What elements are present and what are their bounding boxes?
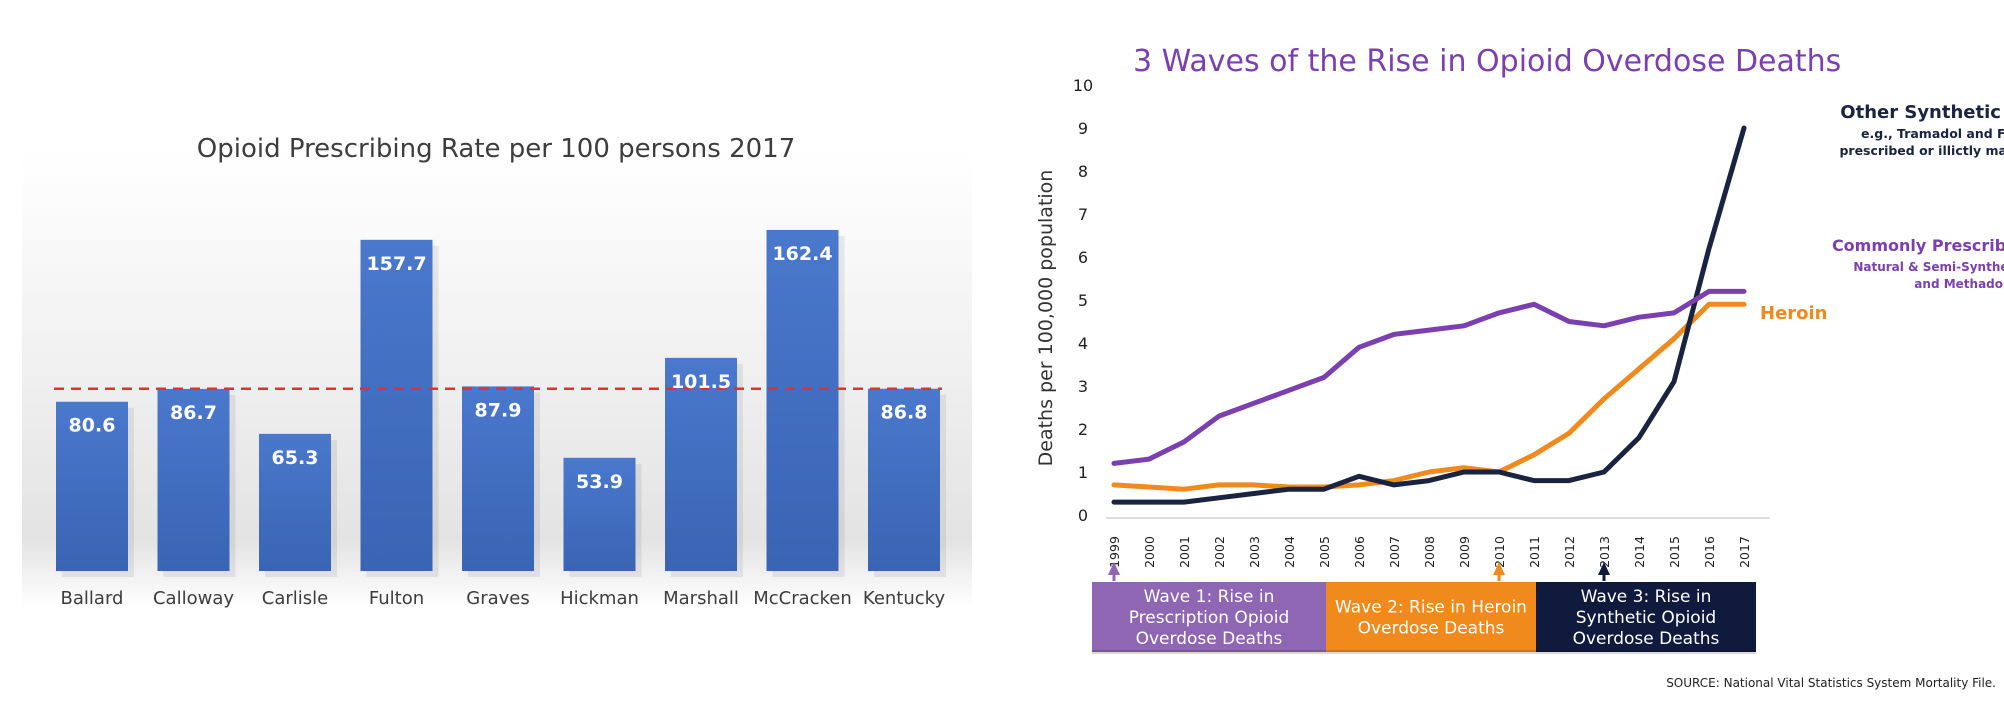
- x-tick-label: 2006: [1352, 536, 1367, 568]
- category-label: Fulton: [369, 588, 424, 609]
- category-label: McCracken: [753, 588, 852, 609]
- wave-box-1: [1092, 582, 1326, 652]
- x-tick-label: 2004: [1282, 536, 1297, 568]
- bar-value-label: 162.4: [772, 243, 832, 265]
- legend-commonly-prescribed: Commonly Prescribed Opioids Natural & Se…: [1832, 236, 2004, 291]
- wave-boxes: Wave 1: Rise in Prescription Opioid Overdo…: [1092, 562, 1756, 654]
- bar-value-label: 86.7: [170, 402, 217, 424]
- bar-calloway: [157, 388, 230, 571]
- category-label: Kentucky: [863, 588, 946, 609]
- category-label: Carlisle: [262, 588, 328, 609]
- source-note: SOURCE: National Vital Statistics System…: [1666, 676, 1996, 690]
- wave-marker-arrow-icon: [1493, 562, 1505, 575]
- x-tick-label: 2005: [1317, 536, 1332, 568]
- wave-box-3: [1536, 582, 1756, 652]
- x-tick-label: 2009: [1457, 536, 1472, 568]
- bar-value-label: 53.9: [576, 471, 623, 493]
- x-tick-labels: 1999 2000 2001 2002 2003 2004 2005 2006 2007 2008…: [1107, 536, 1752, 568]
- opioid-waves-chart: 3 Waves of the Rise in Opioid Overdose D…: [1035, 44, 2004, 690]
- category-label: Calloway: [153, 588, 234, 609]
- bar-value-label: 87.9: [475, 399, 522, 421]
- x-tick-label: 2012: [1562, 536, 1577, 568]
- y-tick-label: 1: [1078, 463, 1088, 482]
- wave-marker-arrow-icon: [1598, 562, 1610, 575]
- category-label: Graves: [466, 588, 529, 609]
- series-note-line2: prescribed or illictly manufactured: [1839, 143, 2004, 158]
- series-lines: [1111, 125, 1747, 505]
- y-tick-label: 10: [1073, 76, 1093, 95]
- y-tick-label: 4: [1078, 334, 1088, 353]
- chart-title: Opioid Prescribing Rate per 100 persons …: [197, 134, 795, 164]
- wave-label-1: Wave 1: Rise in Prescription Opioid Overdo…: [1129, 587, 1290, 649]
- prescribing-rate-chart: Opioid Prescribing Rate per 100 persons …: [22, 134, 972, 609]
- x-tick-label: 1999: [1107, 536, 1122, 568]
- series-line-commonly-prescribed-opioids: [1111, 288, 1747, 466]
- wave-label-3: Wave 3: Rise in Synthetic Opioid Overdose …: [1573, 587, 1720, 649]
- category-label: Hickman: [560, 588, 639, 609]
- bar-value-labels: 80.6 86.7 65.3 157.7 87.9 53.9 101.5 162.4 86.8: [69, 243, 928, 493]
- x-tick-label: 2000: [1142, 536, 1157, 568]
- x-tick-label: 2003: [1247, 536, 1262, 568]
- bar-fulton: [360, 239, 433, 571]
- y-tick-label: 6: [1078, 248, 1088, 267]
- series-name: Commonly Prescribed Opioids: [1832, 236, 2004, 255]
- wave-marker-arrow-icon: [1108, 562, 1120, 575]
- bar-carlisle: [259, 433, 331, 571]
- category-label: Marshall: [663, 588, 739, 609]
- wave-box-2: [1326, 582, 1536, 652]
- wave-box-shadow: [1092, 650, 1326, 654]
- x-tick-label: 2007: [1387, 536, 1402, 568]
- bar-value-label: 65.3: [272, 447, 319, 469]
- y-tick-label: 7: [1078, 205, 1088, 224]
- x-tick-label: 2014: [1632, 536, 1647, 568]
- y-tick-labels: 0 1 2 3 4 5 6 7 8 9 10: [1073, 76, 1093, 525]
- series-note-line2: and Methadone: [1914, 277, 2004, 291]
- series-note-line1: Natural & Semi-Synthetic Opioids: [1853, 260, 2004, 274]
- wave-box-shadow: [1326, 650, 1536, 654]
- wave-box-shadow: [1536, 650, 1756, 654]
- bar-value-label: 86.8: [881, 402, 928, 424]
- series-name: Other Synthetic Opioids: [1840, 102, 2004, 123]
- y-tick-label: 5: [1078, 291, 1088, 310]
- x-tick-label: 2002: [1212, 536, 1227, 568]
- x-tick-label: 2010: [1492, 536, 1507, 568]
- legend-heroin: Heroin: [1760, 303, 1828, 324]
- y-tick-label: 0: [1078, 506, 1088, 525]
- y-tick-label: 9: [1078, 119, 1088, 138]
- series-line-heroin: [1111, 301, 1747, 492]
- chart-title: 3 Waves of the Rise in Opioid Overdose D…: [1133, 44, 1841, 79]
- bar-hickman: [563, 457, 636, 571]
- bar-graves: [462, 386, 534, 571]
- bar-value-label: 101.5: [671, 371, 731, 393]
- y-tick-label: 8: [1078, 162, 1088, 181]
- x-tick-label: 2013: [1597, 536, 1612, 568]
- bar-marshall: [665, 357, 737, 571]
- category-label: Ballard: [61, 588, 124, 609]
- series-line-other-synthetic-opioids: [1111, 125, 1747, 505]
- bar-value-label: 157.7: [366, 253, 426, 275]
- x-tick-label: 2011: [1527, 536, 1542, 568]
- x-tick-label: 2017: [1737, 536, 1752, 568]
- bars: [56, 229, 946, 577]
- x-tick-label: 2008: [1422, 536, 1437, 568]
- x-tick-label: 2001: [1177, 536, 1192, 568]
- bar-ballard: [56, 401, 128, 571]
- bar-mccracken: [766, 229, 839, 571]
- wave-label-2: Wave 2: Rise in Heroin Overdose Deaths: [1335, 598, 1527, 639]
- y-tick-label: 3: [1078, 377, 1088, 396]
- y-axis-label: Deaths per 100,000 population: [1035, 170, 1057, 467]
- legend-other-synthetic: Other Synthetic Opioids e.g., Tramadol a…: [1839, 102, 2004, 158]
- bar-kentucky: [868, 388, 940, 571]
- x-tick-label: 2016: [1702, 536, 1717, 568]
- category-labels: Ballard Calloway Carlisle Fulton Graves Hickm…: [61, 588, 946, 609]
- bar-value-label: 80.6: [69, 415, 116, 437]
- x-tick-label: 2015: [1667, 536, 1682, 568]
- series-note-line1: e.g., Tramadol and Fentanyl,: [1861, 126, 2004, 141]
- y-tick-label: 2: [1078, 420, 1088, 439]
